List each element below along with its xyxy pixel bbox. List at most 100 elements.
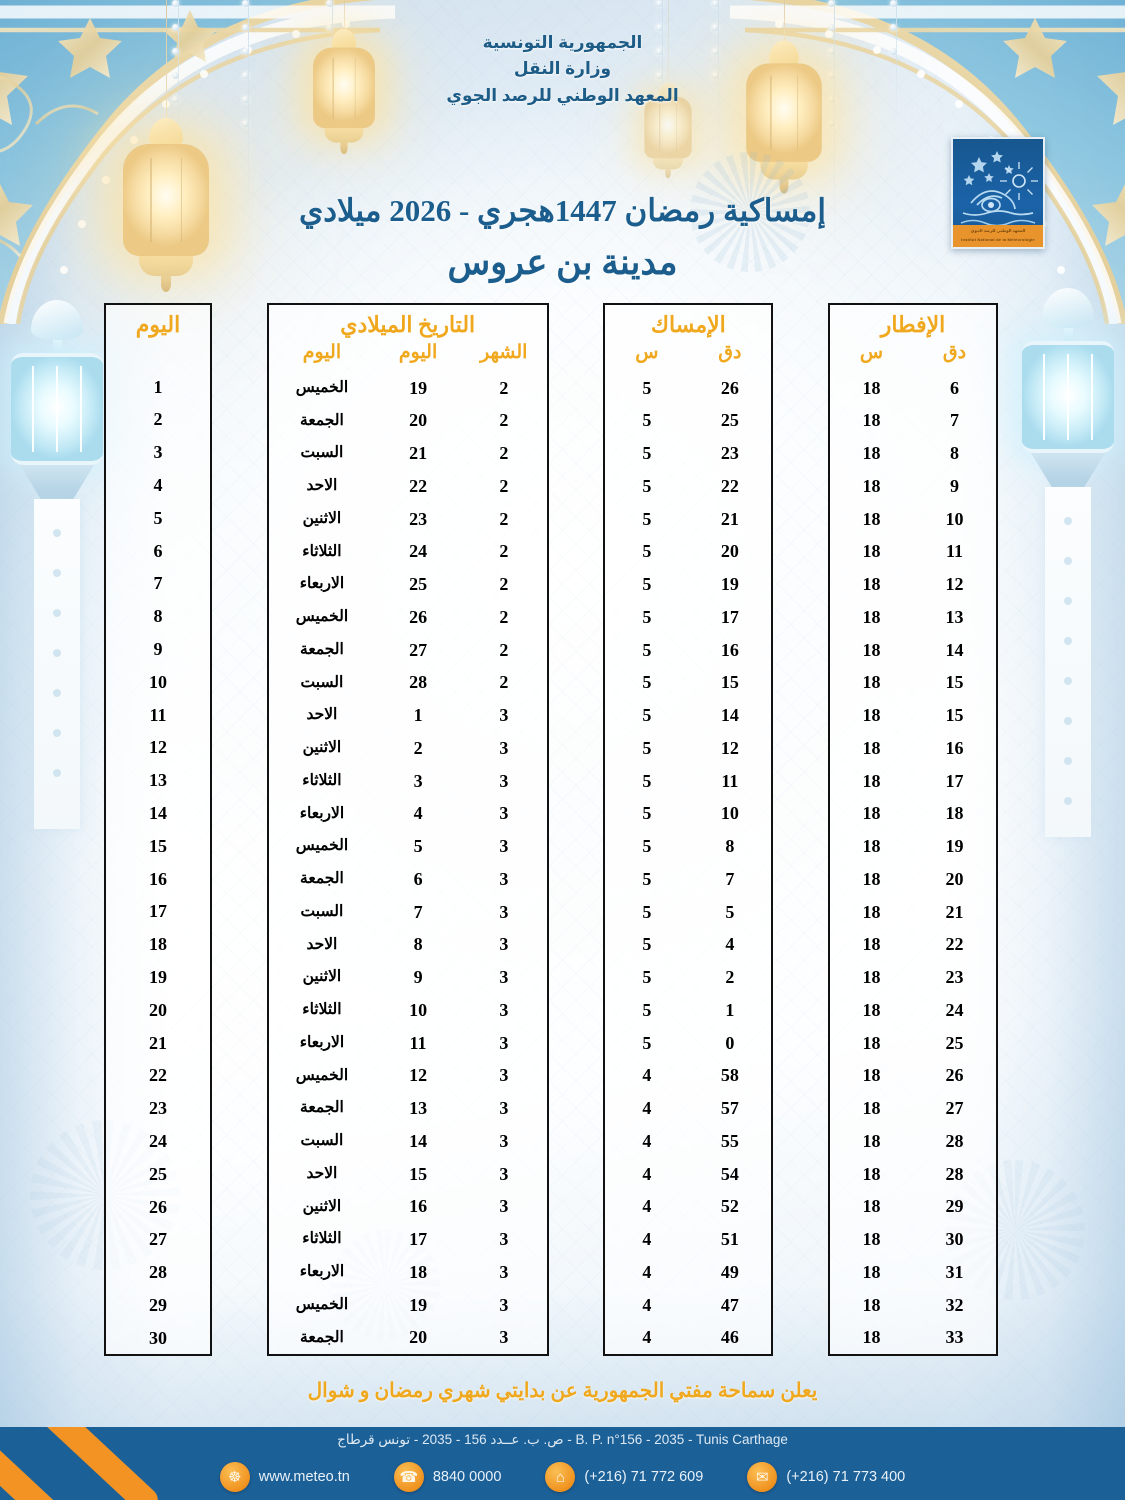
- table-row: 18 8: [830, 437, 996, 470]
- cell-gregorian-month: 3: [499, 999, 509, 1020]
- cell-weekday: الخميس: [295, 1066, 349, 1084]
- cell-imsak-hour: 5: [642, 705, 652, 726]
- cell-imsak-minute: 12: [720, 737, 739, 758]
- subheader-weekday: اليوم: [302, 342, 342, 364]
- cell-gregorian-month: 3: [499, 1098, 509, 1119]
- cell-iftar-minute: 7: [950, 410, 959, 431]
- contact-value[interactable]: www.meteo.tn: [258, 1469, 350, 1485]
- subheader-gmonth: الشهر: [480, 342, 528, 364]
- cell-iftar-hour: 18: [862, 475, 881, 496]
- column-ramadan-day: اليوم 1 2 3 4 5 6 7 8 9 10 11 12 13 14 15 16 17 18 19 20 21 2…: [104, 303, 213, 1356]
- cell-gregorian-day: 28: [409, 672, 428, 693]
- cell-iftar-hour: 18: [862, 1294, 881, 1315]
- table-row: 18 21: [830, 895, 996, 928]
- cell-imsak-minute: 2: [725, 967, 735, 988]
- cell-ramadan-day: 7: [153, 573, 163, 594]
- cell-ramadan-day: 20: [149, 999, 168, 1020]
- cell-imsak-hour: 5: [642, 737, 652, 758]
- contact-item: ☎ 8840 0000: [393, 1462, 501, 1492]
- cell-weekday: الخميس: [295, 1295, 349, 1313]
- cell-imsak-minute: 11: [721, 770, 739, 791]
- cell-imsak-hour: 5: [642, 1032, 652, 1053]
- cell-weekday: الاثنين: [302, 509, 342, 527]
- cell-weekday: الاثنين: [302, 739, 342, 757]
- cell-imsak-hour: 5: [642, 901, 652, 922]
- cell-imsak-hour: 4: [642, 1294, 652, 1315]
- cell-ramadan-day: 6: [153, 540, 163, 561]
- table-row: 15: [106, 829, 210, 862]
- cell-imsak-hour: 4: [642, 1065, 652, 1086]
- cell-imsak-hour: 4: [642, 1261, 652, 1282]
- table-row: 18 9: [830, 470, 996, 503]
- cell-iftar-hour: 18: [862, 410, 881, 431]
- table-row: 18 19: [830, 830, 996, 863]
- cell-iftar-minute: 33: [945, 1327, 964, 1348]
- cell-imsak-minute: 15: [720, 672, 739, 693]
- table-row: الاربعاء 25 2: [269, 568, 547, 601]
- globe-icon: ☸: [219, 1462, 250, 1492]
- cell-gregorian-month: 3: [499, 1229, 509, 1250]
- cell-gregorian-month: 3: [499, 1163, 509, 1184]
- cell-iftar-minute: 23: [945, 967, 964, 988]
- cell-iftar-hour: 18: [862, 803, 881, 824]
- cell-iftar-hour: 18: [862, 737, 881, 758]
- cell-gregorian-month: 3: [499, 705, 509, 726]
- table-row: الاثنين 2 3: [269, 732, 547, 765]
- cell-weekday: الثلاثاء: [302, 1230, 342, 1248]
- cell-weekday: السبت: [300, 1132, 344, 1150]
- inm-logo: المعهد الوطني للرصد الجوي Institut Natio…: [951, 137, 1045, 249]
- address-fr: B. P. n°156 - 2035 - Tunis Carthage: [575, 1432, 788, 1447]
- table-row: 28: [106, 1256, 210, 1289]
- cell-gregorian-day: 19: [409, 377, 428, 398]
- cell-imsak-minute: 19: [720, 574, 739, 595]
- hanging-beads: [712, 0, 719, 170]
- table-row: 18 14: [830, 633, 996, 666]
- cell-imsak-hour: 5: [642, 999, 652, 1020]
- cell-ramadan-day: 12: [149, 737, 168, 758]
- cell-gregorian-day: 23: [409, 508, 428, 529]
- subheader-imsak-hour: س: [635, 342, 659, 364]
- cell-iftar-minute: 25: [945, 1032, 964, 1053]
- cell-gregorian-day: 20: [409, 410, 428, 431]
- table-row: 25: [106, 1157, 210, 1190]
- cell-imsak-hour: 5: [642, 967, 652, 988]
- cell-ramadan-day: 27: [149, 1229, 168, 1250]
- contact-value: (+216) 71 773 400: [786, 1469, 906, 1485]
- cell-gregorian-day: 21: [409, 443, 428, 464]
- arabesque-arch-right-icon: [715, 0, 1125, 329]
- cell-gregorian-month: 2: [499, 639, 509, 660]
- cell-gregorian-day: 12: [409, 1065, 428, 1086]
- table-row: الثلاثاء 24 2: [269, 535, 547, 568]
- table-row: الاربعاء 18 3: [269, 1256, 547, 1289]
- cell-iftar-minute: 31: [945, 1261, 964, 1282]
- cell-gregorian-month: 2: [499, 541, 509, 562]
- cell-iftar-hour: 18: [862, 443, 881, 464]
- column-header-imsak: الإمساك: [650, 312, 726, 337]
- table-row: 6: [106, 534, 210, 567]
- cell-ramadan-day: 16: [149, 868, 168, 889]
- golden-lantern-icon: [309, 0, 378, 155]
- cell-gregorian-day: 7: [413, 901, 423, 922]
- table-row: الخميس 26 2: [269, 601, 547, 634]
- cell-gregorian-month: 2: [499, 606, 509, 627]
- table-row: 18 29: [830, 1190, 996, 1223]
- logo-caption: المعهد الوطني للرصد الجوي Institut Natio…: [953, 225, 1043, 247]
- arabesque-arch-left-icon: [0, 0, 410, 329]
- table-row: 4 55: [605, 1125, 771, 1158]
- table-row: 5 19: [605, 568, 771, 601]
- rows-imsak: 5 26 5 25 5 23 5 22 5 21 5 20 5 19 5 17 5 16 5 15 5 14 5 12 5 11 5…: [605, 371, 771, 1354]
- cell-imsak-minute: 16: [720, 639, 739, 660]
- table-row: 5 12: [605, 732, 771, 765]
- hanging-beads: [242, 0, 249, 250]
- table-row: 18 10: [830, 502, 996, 535]
- hanging-beads: [890, 0, 897, 130]
- cell-imsak-minute: 52: [720, 1196, 739, 1217]
- cell-iftar-hour: 18: [862, 541, 881, 562]
- cell-gregorian-month: 3: [499, 967, 509, 988]
- table-row: 7: [106, 567, 210, 600]
- table-row: الجمعة 27 2: [269, 633, 547, 666]
- table-row: 1: [106, 370, 210, 403]
